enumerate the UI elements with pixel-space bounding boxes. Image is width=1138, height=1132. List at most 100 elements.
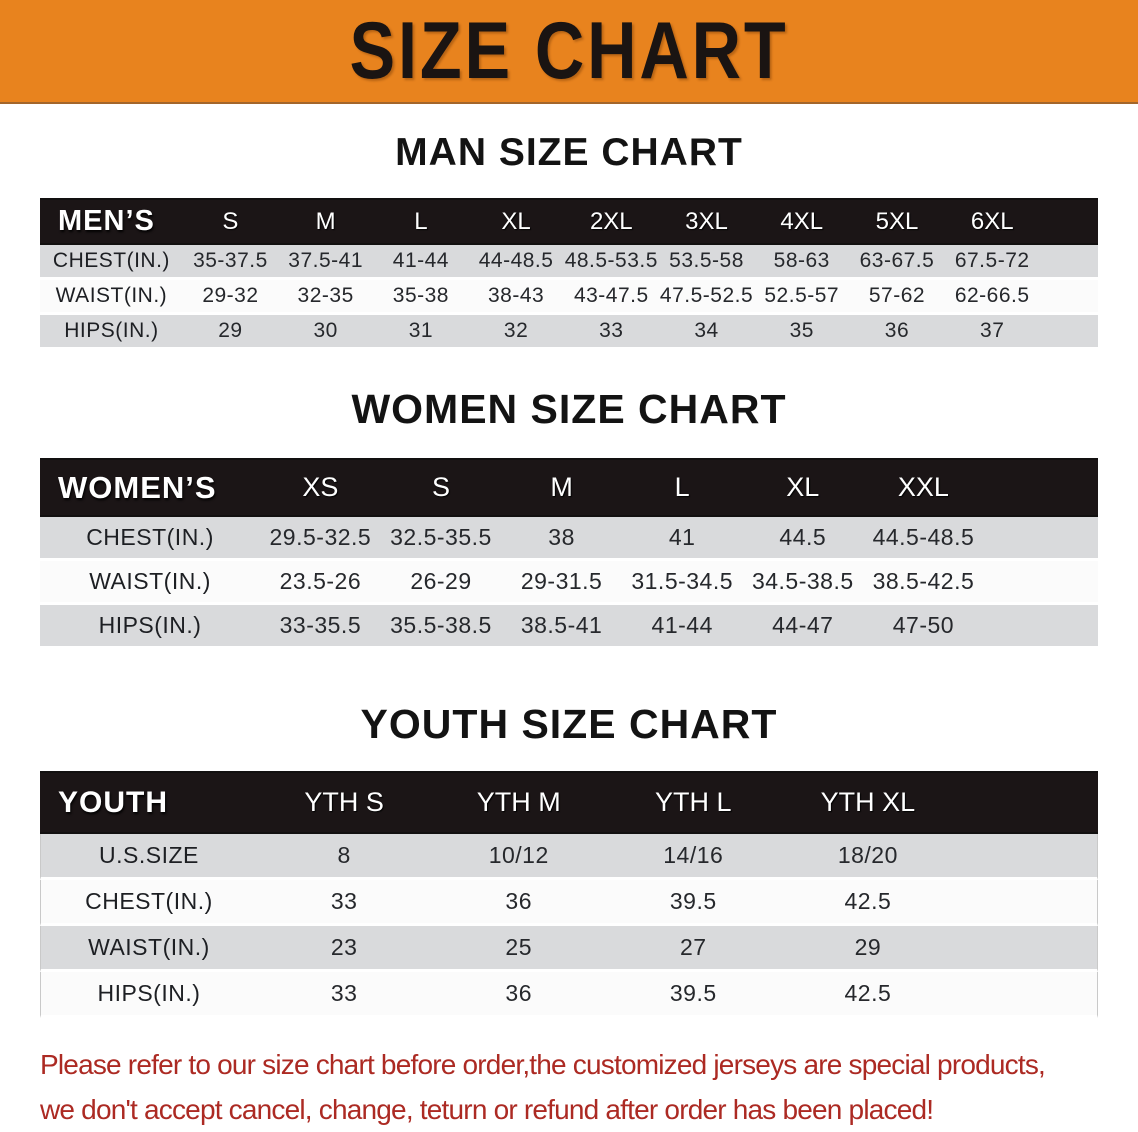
size-value-cell: 44.5-48.5 xyxy=(863,517,984,561)
section-women: WOMEN SIZE CHART WOMEN’S XS S M L XL XXL CHEST(… xyxy=(0,386,1138,649)
size-value-cell: 34.5-38.5 xyxy=(742,561,864,605)
size-value-cell: 23 xyxy=(256,926,432,972)
size-value-cell: 29-31.5 xyxy=(501,561,622,605)
size-value-cell: 29.5-32.5 xyxy=(260,517,381,561)
row-label: HIPS(IN.) xyxy=(40,972,257,1018)
row-label: WAIST(IN.) xyxy=(40,280,183,315)
row-label: WAIST(IN.) xyxy=(40,926,257,972)
measurement-row: HIPS(IN.) 29 30 31 32 33 34 35 36 37 xyxy=(40,315,1098,350)
size-value-cell: 47.5-52.5 xyxy=(658,280,755,315)
size-table-header-row: YOUTH YTH S YTH M YTH L YTH XL xyxy=(40,771,1098,834)
size-column-header: L xyxy=(621,458,743,517)
size-value-cell: 38.5-41 xyxy=(501,605,622,649)
size-value-cell: 18/20 xyxy=(780,834,956,880)
size-value-cell: 27 xyxy=(606,926,781,972)
row-label: HIPS(IN.) xyxy=(40,605,261,649)
spacer-cell xyxy=(1039,315,1098,350)
size-column-header: 2XL xyxy=(563,198,659,245)
measurement-row: WAIST(IN.) 23 25 27 29 xyxy=(40,926,1098,972)
size-value-cell: 44-48.5 xyxy=(468,245,564,280)
size-value-cell: 39.5 xyxy=(606,972,781,1018)
size-value-cell: 47-50 xyxy=(863,605,984,649)
size-value-cell: 33-35.5 xyxy=(260,605,381,649)
row-label: HIPS(IN.) xyxy=(40,315,183,350)
spacer-cell xyxy=(955,880,1098,926)
spacer-cell xyxy=(955,834,1098,880)
size-value-cell: 32.5-35.5 xyxy=(380,517,502,561)
size-value-cell: 35.5-38.5 xyxy=(380,605,502,649)
size-value-cell: 39.5 xyxy=(606,880,781,926)
size-column-header: XS xyxy=(260,458,381,517)
size-value-cell: 34 xyxy=(658,315,755,350)
size-column-header: XL xyxy=(468,198,564,245)
measurement-row: CHEST(IN.) 33 36 39.5 42.5 xyxy=(40,880,1098,926)
size-value-cell: 37.5-41 xyxy=(278,245,374,280)
row-label: U.S.SIZE xyxy=(40,834,257,880)
spacer-cell xyxy=(983,517,1098,561)
size-column-header: M xyxy=(501,458,622,517)
size-value-cell: 41 xyxy=(621,517,743,561)
size-column-header: XL xyxy=(742,458,864,517)
size-value-cell: 35-37.5 xyxy=(182,245,279,280)
measurement-row: WAIST(IN.) 23.5-26 26-29 29-31.5 31.5-34.5 34… xyxy=(40,561,1098,605)
size-value-cell: 41-44 xyxy=(621,605,743,649)
size-value-cell: 33 xyxy=(256,972,432,1018)
spacer-cell xyxy=(1039,198,1098,245)
size-value-cell: 38-43 xyxy=(468,280,564,315)
size-value-cell: 36 xyxy=(431,972,606,1018)
size-value-cell: 63-67.5 xyxy=(849,245,945,280)
size-column-header: YTH S xyxy=(256,771,432,834)
size-table-header-row: WOMEN’S XS S M L XL XXL xyxy=(40,458,1098,517)
spacer-cell xyxy=(1039,280,1098,315)
women-size-table: WOMEN’S XS S M L XL XXL CHEST(IN.) 29.5-32.5 32.5… xyxy=(40,458,1098,649)
size-column-header: 4XL xyxy=(754,198,850,245)
size-value-cell: 32-35 xyxy=(278,280,374,315)
size-value-cell: 38.5-42.5 xyxy=(863,561,984,605)
banner-title: SIZE CHART xyxy=(349,6,789,96)
measurement-row: U.S.SIZE 8 10/12 14/16 18/20 xyxy=(40,834,1098,880)
size-column-header: S xyxy=(182,198,279,245)
men-size-table: MEN’S S M L XL 2XL 3XL 4XL 5XL 6XL CHEST(IN.) 35-37… xyxy=(40,198,1098,350)
size-column-header: 5XL xyxy=(849,198,945,245)
size-value-cell: 8 xyxy=(256,834,432,880)
row-label: CHEST(IN.) xyxy=(40,880,257,926)
size-value-cell: 44.5 xyxy=(742,517,864,561)
size-value-cell: 67.5-72 xyxy=(944,245,1040,280)
table-group-label: WOMEN’S xyxy=(40,458,261,517)
women-section-heading: WOMEN SIZE CHART xyxy=(351,386,787,432)
measurement-row: HIPS(IN.) 33 36 39.5 42.5 xyxy=(40,972,1098,1018)
size-column-header: YTH XL xyxy=(780,771,956,834)
size-value-cell: 37 xyxy=(944,315,1040,350)
measurement-row: CHEST(IN.) 29.5-32.5 32.5-35.5 38 41 44.5 44.5… xyxy=(40,517,1098,561)
spacer-cell xyxy=(983,458,1098,517)
size-table-header-row: MEN’S S M L XL 2XL 3XL 4XL 5XL 6XL xyxy=(40,198,1098,245)
size-value-cell: 32 xyxy=(468,315,564,350)
disclaimer: Please refer to our size chart before or… xyxy=(40,1042,1138,1132)
spacer-cell xyxy=(955,771,1098,834)
size-value-cell: 62-66.5 xyxy=(944,280,1040,315)
section-men: MAN SIZE CHART MEN’S S M L XL 2XL 3XL 4XL 5XL 6XL… xyxy=(0,130,1138,350)
size-value-cell: 35 xyxy=(754,315,850,350)
size-value-cell: 42.5 xyxy=(780,972,956,1018)
measurement-row: WAIST(IN.) 29-32 32-35 35-38 38-43 43-47.5 47.… xyxy=(40,280,1098,315)
disclaimer-line-2: we don't accept cancel, change, teturn o… xyxy=(40,1094,934,1125)
size-value-cell: 41-44 xyxy=(373,245,469,280)
size-value-cell: 42.5 xyxy=(780,880,956,926)
size-value-cell: 31 xyxy=(373,315,469,350)
size-value-cell: 35-38 xyxy=(373,280,469,315)
size-value-cell: 29 xyxy=(780,926,956,972)
size-column-header: M xyxy=(278,198,374,245)
size-value-cell: 43-47.5 xyxy=(563,280,659,315)
measurement-row: HIPS(IN.) 33-35.5 35.5-38.5 38.5-41 41-44 44-… xyxy=(40,605,1098,649)
size-value-cell: 23.5-26 xyxy=(260,561,381,605)
size-value-cell: 14/16 xyxy=(606,834,781,880)
size-value-cell: 48.5-53.5 xyxy=(563,245,659,280)
size-value-cell: 29-32 xyxy=(182,280,279,315)
size-value-cell: 53.5-58 xyxy=(658,245,755,280)
row-label: WAIST(IN.) xyxy=(40,561,261,605)
size-value-cell: 58-63 xyxy=(754,245,850,280)
size-value-cell: 36 xyxy=(431,880,606,926)
size-value-cell: 38 xyxy=(501,517,622,561)
spacer-cell xyxy=(955,926,1098,972)
